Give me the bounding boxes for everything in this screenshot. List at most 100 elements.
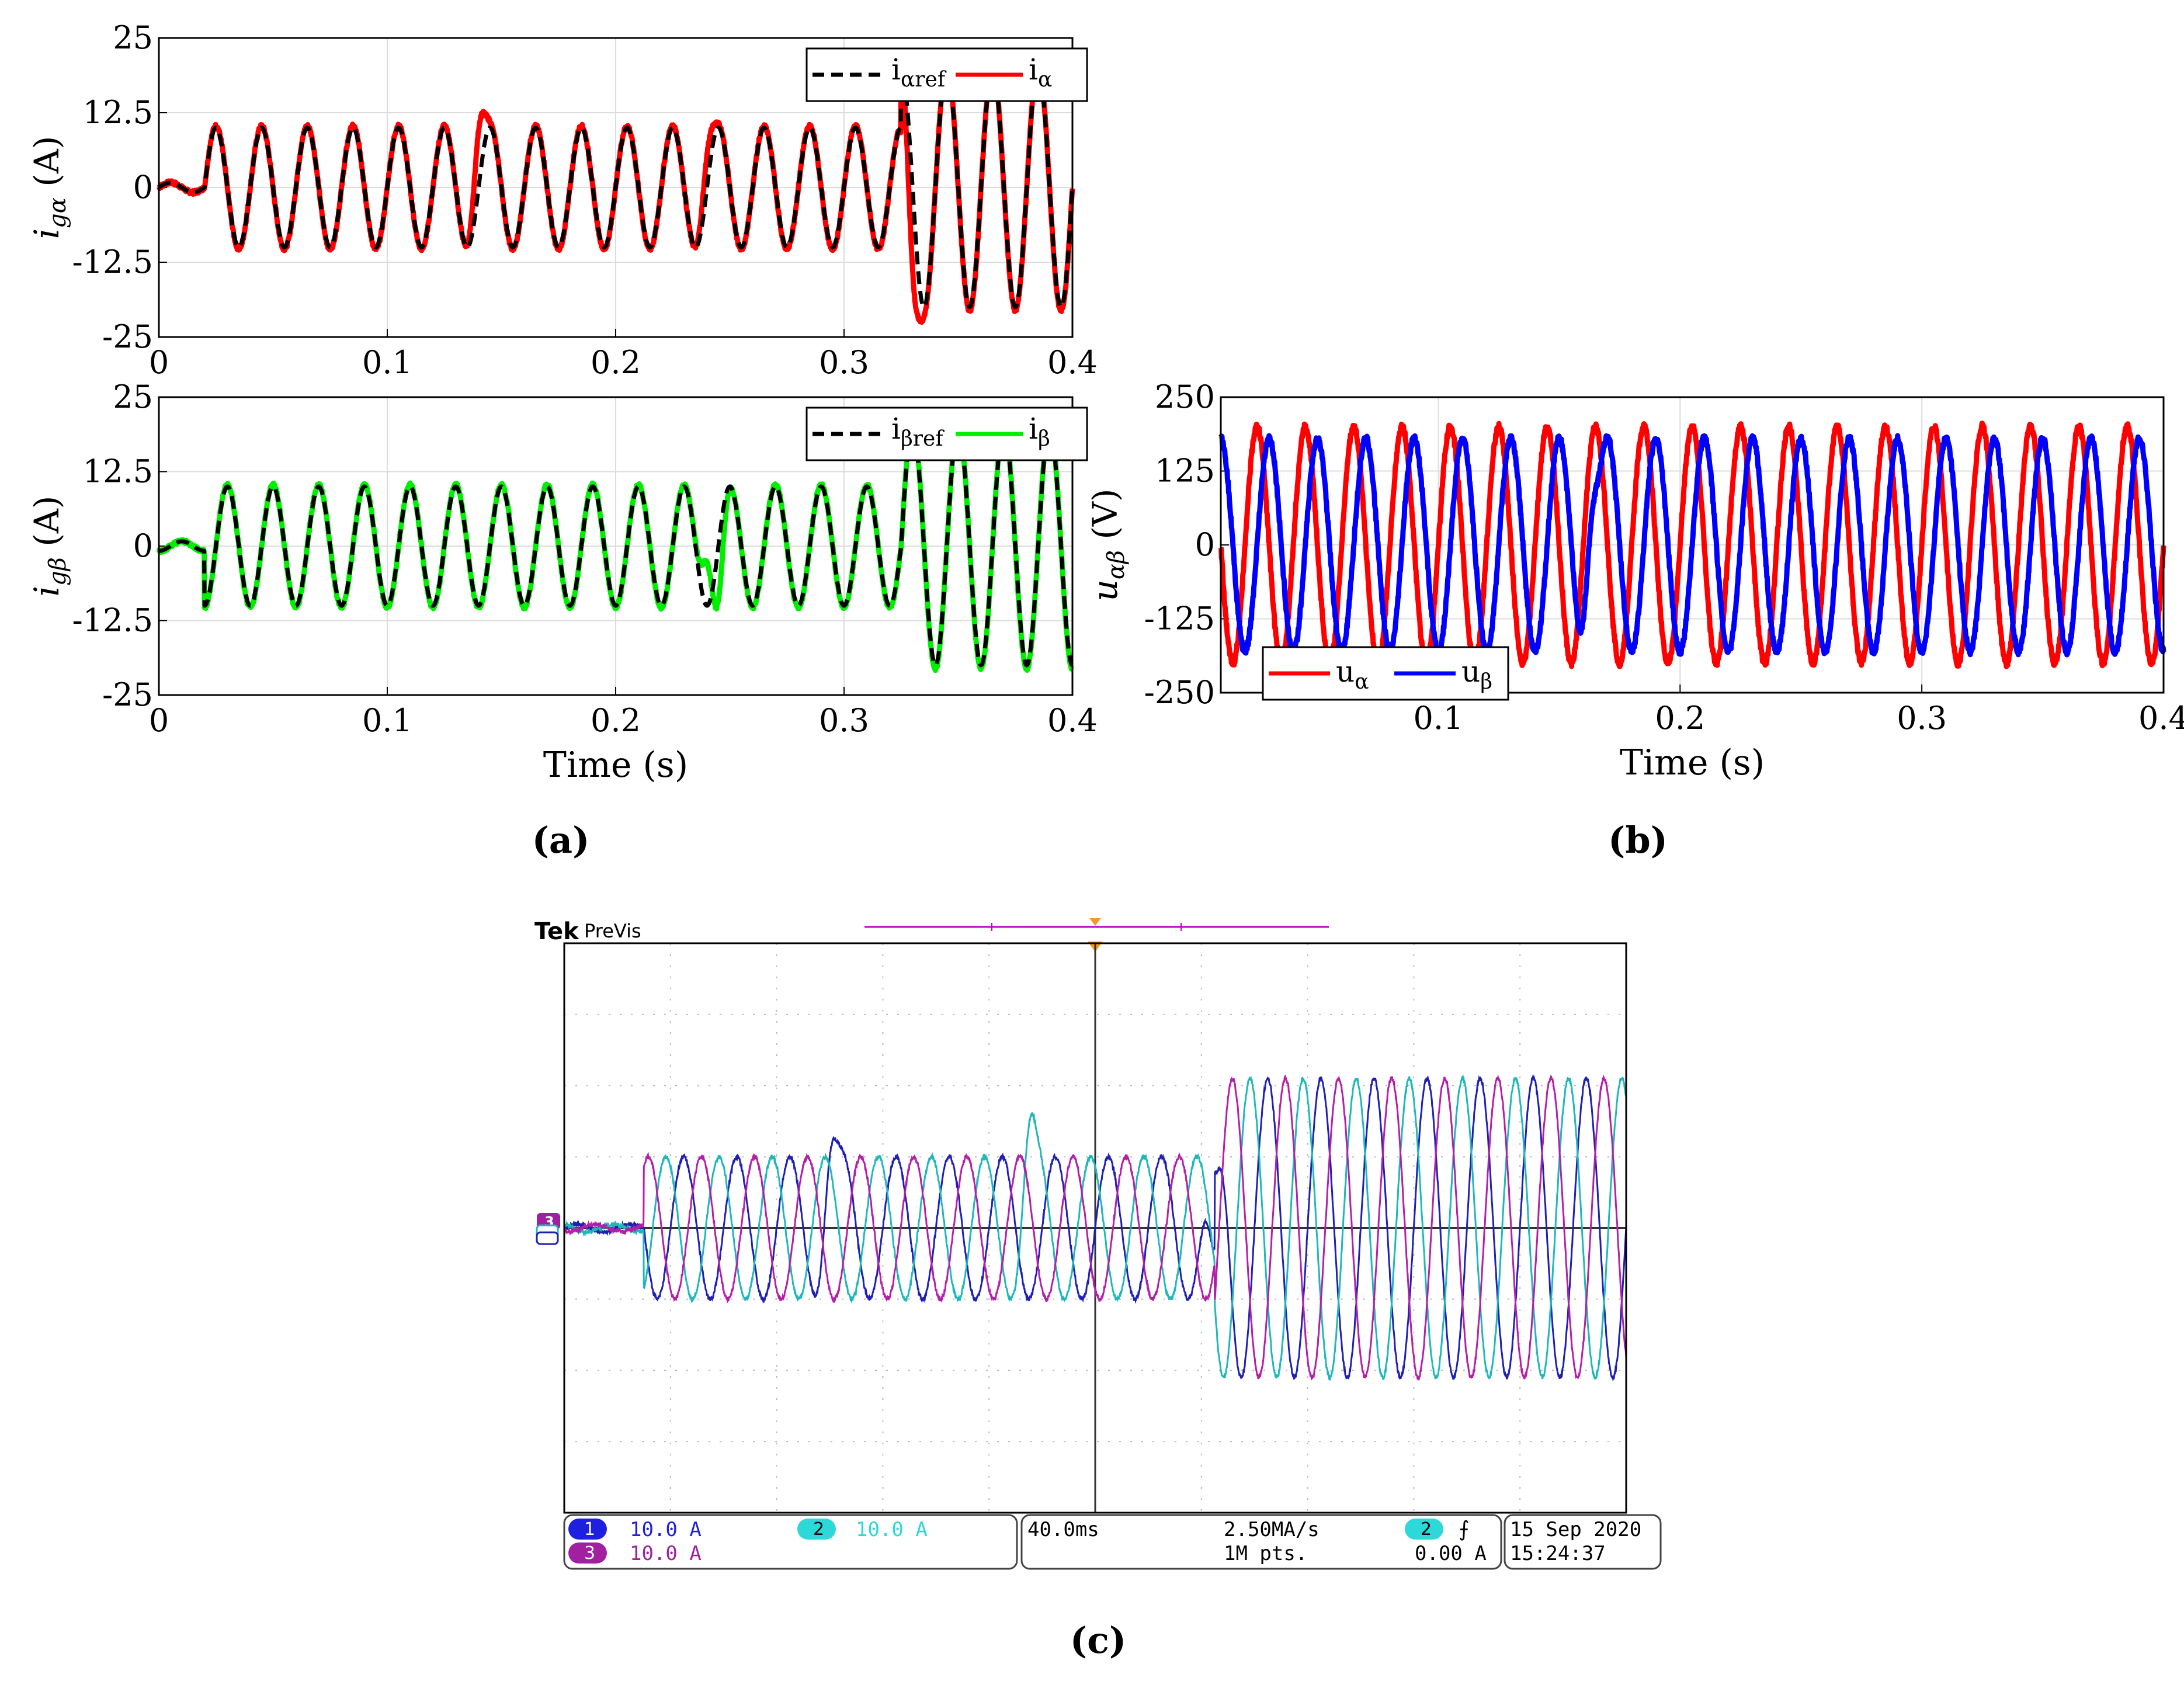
series-a1-0: [157, 65, 1075, 310]
ylabel-b-main: u: [1085, 579, 1125, 601]
x-tick-label: 0.4: [2138, 700, 2184, 736]
axes-frame-b: [1220, 396, 2165, 694]
trigger-channel-label: 2: [1421, 1519, 1432, 1540]
legend-a1-label-ref: iαref: [891, 53, 947, 92]
series-a2: [156, 419, 1075, 673]
ylabel-a1-unit: (A): [27, 136, 67, 198]
trigger-channel-badge[interactable]: [1405, 1519, 1443, 1540]
scope-trace-ch1: [563, 1073, 1627, 1382]
scope-screen-frame: [563, 942, 1627, 1514]
ylabel-a2-sub: gβ: [44, 557, 71, 586]
y-tick-label: -250: [1144, 674, 1215, 711]
legend-b-label-ubeta: uβ: [1461, 655, 1492, 694]
legend-b-ubeta-sub: β: [1480, 670, 1492, 694]
x-tick-label: 0.2: [1655, 700, 1705, 736]
legend-a2-meas-sub: β: [1038, 427, 1050, 451]
y-tick-label: -125: [1144, 600, 1215, 637]
trigger-level: 0.00 A: [1415, 1542, 1487, 1565]
y-tick-label: 25: [113, 378, 153, 415]
subfigure-label-c: (c): [1070, 1619, 1126, 1662]
y-tick-label: 0: [133, 169, 153, 206]
xlabel-a2: Time (s): [543, 745, 688, 786]
x-tick-label: 0.1: [1414, 700, 1464, 736]
trigger-slope-icon: ⨍: [1459, 1517, 1470, 1541]
y-tick-label: 25: [113, 19, 153, 56]
ylabel-a1: igα (A): [27, 136, 71, 239]
series-b-1: [1218, 433, 2166, 658]
legend-a2-label-ref: iβref: [891, 412, 945, 451]
ylabel-b-unit: (V): [1085, 488, 1125, 550]
x-tick-label: 0.1: [362, 344, 412, 381]
series-a1: [157, 60, 1075, 325]
ylabel-a1-main: i: [27, 228, 67, 239]
scope-mode: PreVis: [584, 920, 641, 942]
scope-time: 15:24:37: [1510, 1542, 1606, 1565]
legend-a2-ref-sub: βref: [901, 427, 945, 451]
x-tick-label: 0.4: [1047, 702, 1098, 739]
legend-b-label-ualpha: uα: [1336, 655, 1369, 694]
y-tick-label: 0: [133, 527, 153, 564]
ylabel-a1-sub: gα: [44, 197, 71, 228]
x-tick-label: 0: [149, 702, 169, 739]
subfigure-label-b: (b): [1608, 819, 1668, 861]
x-tick-label: 0.4: [1047, 344, 1098, 381]
scope-date: 15 Sep 2020: [1510, 1518, 1641, 1541]
scope-trace-ch3: [563, 1074, 1627, 1381]
status-channel-box: [563, 1514, 1018, 1570]
scope-status-bar: 1 10.0 A 2 10.0 A 3 10.0 A 40.0ms 2.50MA…: [563, 1514, 1662, 1570]
axes-frame-a1: [158, 37, 1074, 338]
axes-frame-a2: [158, 396, 1074, 696]
ch3-badge[interactable]: [568, 1542, 607, 1564]
legend-a1-ref-sub: αref: [901, 68, 947, 92]
ticks-b: 0.1 0.2 0.3 0.4 -250 -125 0 125 250: [1144, 378, 2184, 736]
ch3-scale: 10.0 A: [630, 1542, 702, 1565]
legend-a2: iβref iβ: [805, 407, 1088, 461]
scope-traces: [563, 1073, 1627, 1382]
y-tick-label: 12.5: [83, 453, 153, 490]
sample-rate: 2.50MA/s: [1224, 1518, 1320, 1541]
legend-a2-label-meas: iβ: [1029, 412, 1050, 451]
ylabel-b-sub: αβ: [1103, 550, 1130, 579]
y-tick-label: 125: [1155, 453, 1215, 489]
y-tick-label: 250: [1155, 378, 1215, 415]
y-tick-label: -12.5: [72, 244, 153, 280]
legend-a1-meas-main: i: [1029, 53, 1038, 86]
record-length: 1M pts.: [1224, 1542, 1307, 1565]
legend-a2-ref-main: i: [891, 412, 901, 446]
subfigure-label-a: (a): [532, 819, 590, 861]
ch2-scale: 10.0 A: [856, 1518, 928, 1541]
legend-b-ualpha-sub: α: [1355, 670, 1369, 694]
ylabel-a2: igβ (A): [27, 496, 71, 597]
y-tick-label: -25: [102, 318, 153, 355]
series-a2-0: [157, 425, 1074, 668]
x-tick-label: 0.3: [819, 702, 869, 739]
scope-channel-markers: 3: [536, 1213, 560, 1245]
y-tick-label: 12.5: [83, 94, 153, 131]
scope-trace-ch2: [563, 1074, 1627, 1381]
ch1-badge[interactable]: [568, 1519, 607, 1540]
x-tick-label: 0.2: [591, 344, 641, 381]
scope-record-trigger-marker: [1089, 918, 1101, 926]
ylabel-a2-main: i: [27, 586, 67, 597]
legend-a1-meas-sub: α: [1038, 68, 1052, 92]
legend-a1-label-meas: iα: [1029, 53, 1052, 92]
scope-record-bar: [864, 918, 1329, 931]
ch2-badge-label: 2: [813, 1519, 824, 1540]
status-datetime-box: [1504, 1514, 1662, 1570]
ch1-badge-label: 1: [584, 1519, 595, 1540]
legend-a2-meas-main: i: [1029, 412, 1038, 446]
x-tick-label: 0.2: [591, 702, 641, 739]
ylabel-b: uαβ (V): [1085, 488, 1130, 601]
ylabel-a2-unit: (A): [27, 496, 67, 558]
scope-brand: Tek: [534, 918, 579, 945]
x-tick-label: 0.3: [1897, 700, 1947, 736]
legend-a1: iαref iα: [805, 47, 1088, 102]
legend-b: uα uβ: [1262, 646, 1509, 701]
legend-a1-ref-main: i: [891, 53, 901, 86]
ch2-badge[interactable]: [797, 1519, 836, 1540]
x-tick-label: 0.1: [362, 702, 412, 739]
